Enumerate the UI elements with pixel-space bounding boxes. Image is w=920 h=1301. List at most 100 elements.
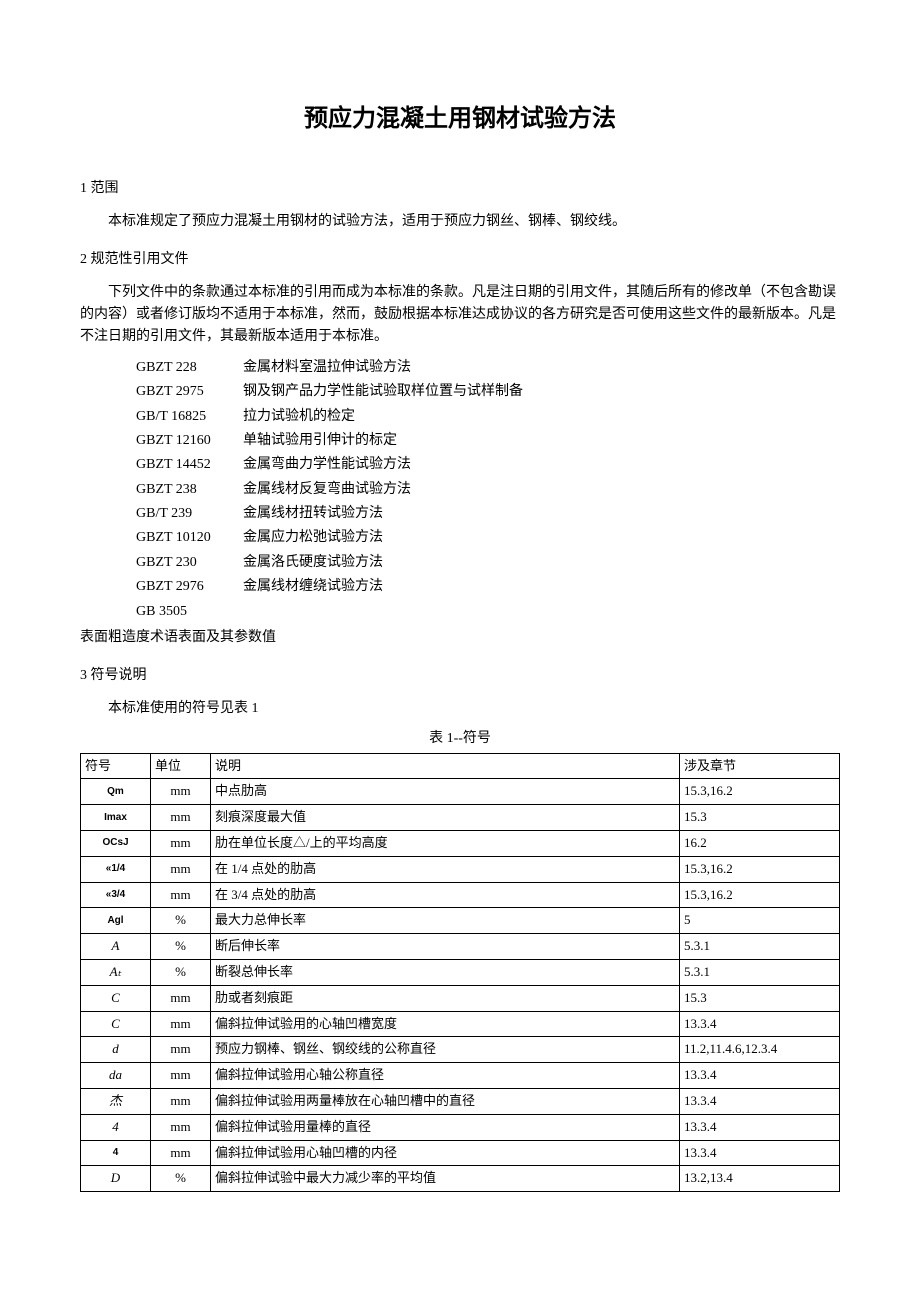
cell-chapter: 13.2,13.4 [680,1166,840,1192]
cell-symbol: 4 [81,1140,151,1166]
cell-unit: mm [151,1037,211,1063]
cell-desc: 在 1/4 点处的肋高 [211,856,680,882]
cell-unit: mm [151,1114,211,1140]
reference-code: GB/T 239 [136,503,231,525]
header-unit: 单位 [151,753,211,779]
cell-desc: 预应力钢棒、钢丝、钢绞线的公称直径 [211,1037,680,1063]
cell-desc: 最大力总伸长率 [211,908,680,934]
reference-name: 金属弯曲力学性能试验方法 [243,454,411,476]
section-1-heading: 1 范围 [80,178,840,200]
reference-code: GBZT 238 [136,479,231,501]
reference-code: GBZT 14452 [136,454,231,476]
reference-code: GBZT 228 [136,357,231,379]
cell-chapter: 16.2 [680,830,840,856]
cell-desc: 偏斜拉伸试验用两量棒放在心轴凹槽中的直径 [211,1088,680,1114]
reference-name: 金属线材缠绕试验方法 [243,576,383,598]
cell-desc: 刻痕深度最大值 [211,805,680,831]
cell-symbol: «3/4 [81,882,151,908]
cell-chapter: 15.3,16.2 [680,779,840,805]
reference-name: 金属线材反复弯曲试验方法 [243,479,411,501]
reference-code: GB 3505 [136,601,231,623]
cell-desc: 偏斜拉伸试验用心轴凹槽的内径 [211,1140,680,1166]
cell-chapter: 15.3 [680,805,840,831]
reference-code: GBZT 230 [136,552,231,574]
table-row: «3/4mm在 3/4 点处的肋高15.3,16.2 [81,882,840,908]
cell-unit: mm [151,985,211,1011]
reference-code: GBZT 2976 [136,576,231,598]
table-row: 杰mm偏斜拉伸试验用两量棒放在心轴凹槽中的直径13.3.4 [81,1088,840,1114]
cell-chapter: 13.3.4 [680,1063,840,1089]
cell-desc: 断后伸长率 [211,934,680,960]
reference-row: GBZT 2976 金属线材缠绕试验方法 [136,576,840,598]
cell-unit: mm [151,830,211,856]
cell-symbol: 杰 [81,1088,151,1114]
reference-code: GBZT 12160 [136,430,231,452]
reference-name: 钢及钢产品力学性能试验取样位置与试样制备 [243,381,523,403]
cell-desc: 偏斜拉伸试验用量棒的直径 [211,1114,680,1140]
table-row: Agl%最大力总伸长率5 [81,908,840,934]
cell-desc: 偏斜拉伸试验中最大力减少率的平均值 [211,1166,680,1192]
cell-chapter: 13.3.4 [680,1114,840,1140]
section-2-heading: 2 规范性引用文件 [80,249,840,271]
cell-symbol: C [81,985,151,1011]
cell-chapter: 15.3,16.2 [680,856,840,882]
cell-symbol: D [81,1166,151,1192]
reference-row: GBZT 238 金属线材反复弯曲试验方法 [136,479,840,501]
table-row: A%断后伸长率5.3.1 [81,934,840,960]
cell-unit: % [151,934,211,960]
symbols-table: 符号 单位 说明 涉及章节 Qmmm中点肋高15.3,16.2Imaxmm刻痕深… [80,753,840,1193]
reference-name: 拉力试验机的检定 [243,406,355,428]
table-row: Qmmm中点肋高15.3,16.2 [81,779,840,805]
table-row: OCsJmm肋在单位长度△/上的平均高度16.2 [81,830,840,856]
cell-chapter: 15.3 [680,985,840,1011]
reference-row: GBZT 228 金属材料室温拉伸试验方法 [136,357,840,379]
table-row: 4mm偏斜拉伸试验用量棒的直径13.3.4 [81,1114,840,1140]
cell-unit: % [151,1166,211,1192]
table-row: D%偏斜拉伸试验中最大力减少率的平均值13.2,13.4 [81,1166,840,1192]
section-3-heading: 3 符号说明 [80,665,840,687]
table-row: dmm预应力钢棒、钢丝、钢绞线的公称直径11.2,11.4.6,12.3.4 [81,1037,840,1063]
cell-unit: mm [151,856,211,882]
cell-chapter: 13.3.4 [680,1088,840,1114]
table-row: Imaxmm刻痕深度最大值15.3 [81,805,840,831]
reference-code: GBZT 10120 [136,527,231,549]
cell-symbol: 4 [81,1114,151,1140]
cell-chapter: 13.3.4 [680,1011,840,1037]
table-row: Cmm肋或者刻痕距15.3 [81,985,840,1011]
cell-desc: 肋在单位长度△/上的平均高度 [211,830,680,856]
cell-chapter: 15.3,16.2 [680,882,840,908]
cell-unit: % [151,959,211,985]
reference-name: 单轴试验用引伸计的标定 [243,430,397,452]
cell-symbol: «1/4 [81,856,151,882]
reference-row: GB 3505 [136,601,840,623]
reference-row: GB/T 239金属线材扭转试验方法 [136,503,840,525]
reference-code: GB/T 16825 [136,406,231,428]
reference-name: 金属应力松弛试验方法 [243,527,383,549]
header-desc: 说明 [211,753,680,779]
reference-row: GBZT 14452 金属弯曲力学性能试验方法 [136,454,840,476]
cell-desc: 偏斜拉伸试验用心轴公称直径 [211,1063,680,1089]
cell-desc: 断裂总伸长率 [211,959,680,985]
table-header-row: 符号 单位 说明 涉及章节 [81,753,840,779]
header-chapter: 涉及章节 [680,753,840,779]
cell-symbol: OCsJ [81,830,151,856]
reference-row: GBZT 2975钢及钢产品力学性能试验取样位置与试样制备 [136,381,840,403]
reference-row: GBZT 230金属洛氏硬度试验方法 [136,552,840,574]
cell-symbol: Agl [81,908,151,934]
cell-symbol: A [81,934,151,960]
reference-row: GBZT 10120 金属应力松弛试验方法 [136,527,840,549]
cell-symbol: d [81,1037,151,1063]
table-row: Aₜ%断裂总伸长率5.3.1 [81,959,840,985]
cell-symbol: Imax [81,805,151,831]
header-symbol: 符号 [81,753,151,779]
cell-desc: 偏斜拉伸试验用的心轴凹槽宽度 [211,1011,680,1037]
cell-unit: mm [151,1088,211,1114]
reference-name: 金属材料室温拉伸试验方法 [243,357,411,379]
section-1-para: 本标准规定了预应力混凝土用钢材的试验方法，适用于预应力钢丝、钢棒、钢绞线。 [80,211,840,233]
cell-unit: mm [151,1011,211,1037]
reference-row: GBZT 12160 单轴试验用引伸计的标定 [136,430,840,452]
surface-roughness-line: 表面粗造度术语表面及其参数值 [80,627,840,649]
cell-symbol: Qm [81,779,151,805]
table-row: 4mm偏斜拉伸试验用心轴凹槽的内径13.3.4 [81,1140,840,1166]
cell-symbol: da [81,1063,151,1089]
